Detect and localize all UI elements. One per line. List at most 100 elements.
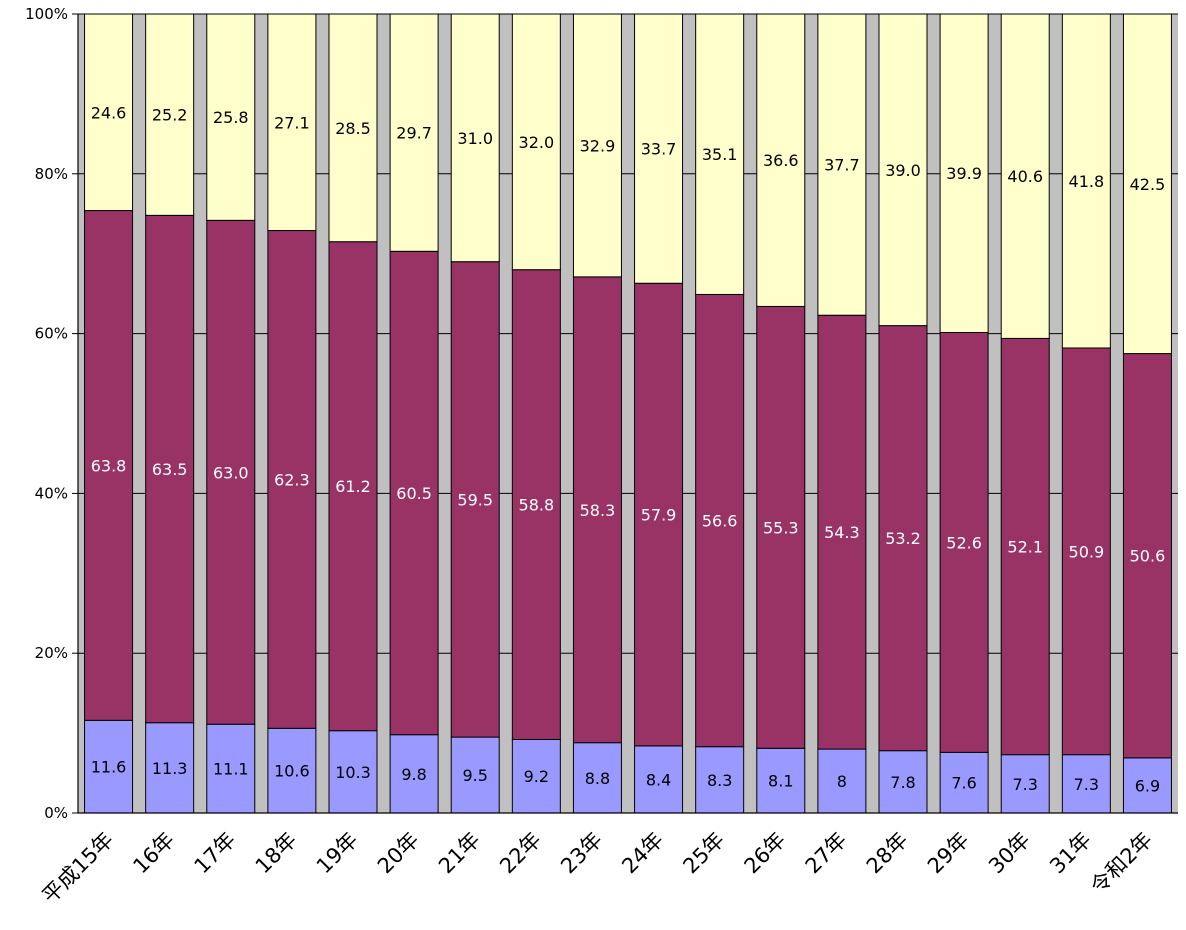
bar-segment <box>84 210 134 721</box>
data-label: 6.9 <box>1135 776 1160 795</box>
x-category-label: 16年 <box>128 828 179 879</box>
data-label: 57.9 <box>641 506 677 525</box>
bar-segment <box>756 305 806 749</box>
data-label: 9.2 <box>524 767 549 786</box>
x-axis: 平成15年 16年 17年 18年 19年 20年 21年 22年 23年 24年 25年 26年 27… <box>38 812 1178 908</box>
data-label: 63.0 <box>213 463 249 482</box>
x-category-label: 23年 <box>556 828 607 879</box>
bar-segment <box>1122 757 1172 814</box>
bar-segment <box>756 747 806 814</box>
bar-segment <box>511 269 561 740</box>
data-label: 32.9 <box>580 136 616 155</box>
data-label: 29.7 <box>396 124 432 143</box>
data-label: 58.8 <box>519 496 555 515</box>
data-label: 7.3 <box>1074 775 1099 794</box>
bar-segment <box>84 719 134 814</box>
bar-segment <box>389 250 439 736</box>
data-labels: 11.6 63.8 24.6 11.3 63.5 25.2 11.1 63.0 25.8 10.6… <box>91 103 1166 795</box>
data-label: 56.6 <box>702 512 738 531</box>
bar-segment <box>145 214 195 724</box>
data-label: 7.6 <box>951 774 976 793</box>
data-label: 8.8 <box>585 769 610 788</box>
data-label: 32.0 <box>519 133 555 152</box>
gridlines <box>78 13 1178 654</box>
x-category-label: 31年 <box>1045 828 1096 879</box>
bar-segment <box>450 736 500 814</box>
bar-segment <box>145 13 195 216</box>
y-tick-label: 40% <box>35 484 68 502</box>
bar-segment <box>572 742 622 814</box>
bar-segment <box>572 13 622 278</box>
data-label: 7.8 <box>890 773 915 792</box>
data-label: 36.6 <box>763 151 799 170</box>
bar-segment <box>572 276 622 744</box>
bar-segment <box>756 13 806 307</box>
data-label: 31.0 <box>457 129 493 148</box>
bar-segment <box>1000 754 1050 814</box>
bar-segment <box>939 331 989 753</box>
bar-segment <box>1000 13 1050 339</box>
bar-segment <box>1061 754 1111 814</box>
data-label: 52.1 <box>1007 538 1043 557</box>
data-label: 7.3 <box>1012 775 1037 794</box>
bar-segment <box>1122 13 1172 355</box>
bar-segment <box>1061 347 1111 756</box>
data-label: 63.8 <box>91 456 127 475</box>
x-category-label: 21年 <box>434 828 485 879</box>
data-label: 10.3 <box>335 763 371 782</box>
bar-segment <box>511 13 561 271</box>
data-label: 11.3 <box>152 759 188 778</box>
data-label: 41.8 <box>1069 172 1105 191</box>
data-label: 50.9 <box>1069 542 1105 561</box>
data-label: 37.7 <box>824 156 860 175</box>
bar-segment <box>267 13 317 232</box>
bar-segment <box>389 13 439 252</box>
bar-segment <box>634 282 684 747</box>
bar-segment <box>206 219 256 725</box>
data-label: 55.3 <box>763 518 799 537</box>
bars <box>84 13 1172 814</box>
x-category-label: 17年 <box>190 828 241 879</box>
bar-segment <box>145 722 195 814</box>
y-tick-label: 20% <box>35 644 68 662</box>
data-label: 35.1 <box>702 145 738 164</box>
bar-segment <box>1122 353 1172 759</box>
data-label: 25.8 <box>213 108 249 127</box>
data-label: 39.0 <box>885 161 921 180</box>
bar-segment <box>695 13 745 295</box>
data-label: 25.2 <box>152 106 188 125</box>
data-label: 27.1 <box>274 113 310 132</box>
data-label: 8.4 <box>646 770 671 789</box>
x-category-label: 24年 <box>617 828 668 879</box>
bar-segment <box>450 13 500 263</box>
data-label: 8.3 <box>707 771 732 790</box>
data-label: 39.9 <box>946 164 982 183</box>
bar-segment <box>450 261 500 738</box>
bar-segment <box>878 750 928 814</box>
data-label: 50.6 <box>1130 547 1166 566</box>
data-label: 62.3 <box>274 470 310 489</box>
y-tick-label: 100% <box>25 5 68 23</box>
bar-segment <box>634 13 684 284</box>
bar-segment <box>878 325 928 752</box>
plot-area <box>78 14 1178 813</box>
x-category-label: 27年 <box>801 828 852 879</box>
data-label: 54.3 <box>824 523 860 542</box>
bar-segment <box>206 13 256 221</box>
data-label: 52.6 <box>946 533 982 552</box>
x-category-label: 30年 <box>984 828 1035 879</box>
data-label: 33.7 <box>641 140 677 159</box>
bar-segment <box>878 13 928 327</box>
data-label: 11.1 <box>213 760 249 779</box>
y-tick-label: 80% <box>35 165 68 183</box>
bar-segment <box>939 13 989 333</box>
bar-segment <box>817 314 867 750</box>
x-category-label: 20年 <box>373 828 424 879</box>
data-label: 61.2 <box>335 477 371 496</box>
y-tick-label: 0% <box>44 804 68 822</box>
data-label: 28.5 <box>335 119 371 138</box>
data-label: 42.5 <box>1130 175 1166 194</box>
data-label: 60.5 <box>396 484 432 503</box>
x-category-label: 18年 <box>251 828 302 879</box>
